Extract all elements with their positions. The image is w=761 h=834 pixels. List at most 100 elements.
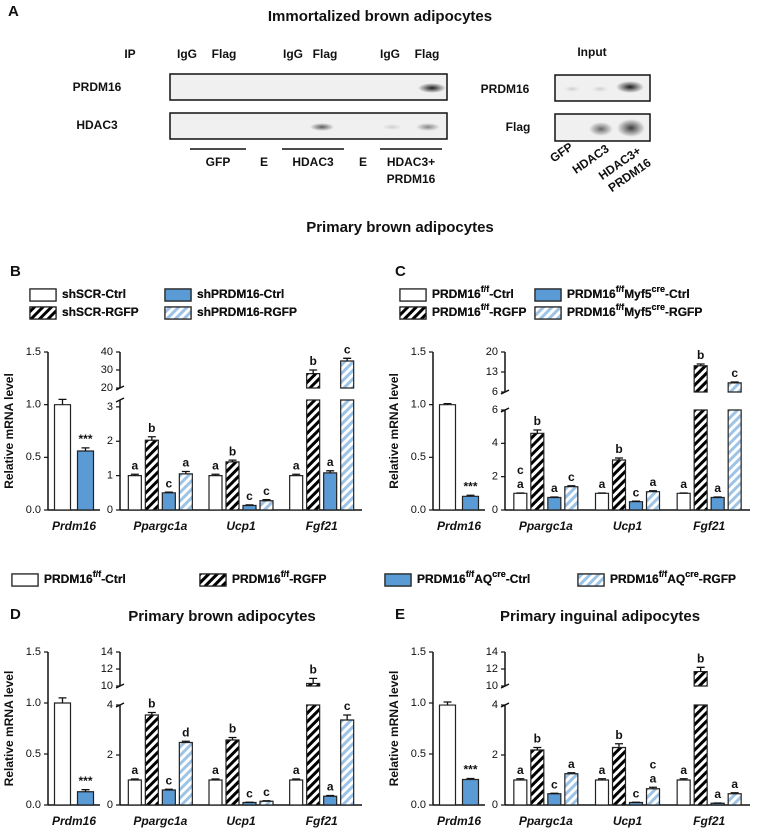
bar [179, 474, 192, 510]
y-tick-label: 1.5 [26, 346, 41, 358]
y-tick-label: 6 [492, 404, 498, 416]
legend-swatch [30, 289, 56, 301]
bar [162, 493, 175, 510]
error-bar [59, 399, 67, 404]
significance-label: c [633, 786, 640, 800]
legend-text: Myf5 [624, 287, 652, 301]
significance-label: a [680, 477, 687, 491]
bar [565, 487, 578, 510]
legend-text: -Ctrl [506, 572, 531, 586]
bar [226, 740, 239, 805]
y-tick-label: 20 [486, 346, 498, 358]
bar [243, 506, 256, 510]
legend-swatch [12, 574, 38, 586]
legend-label: PRDM16f/f-Ctrl [432, 284, 514, 301]
significance-label: b [309, 354, 316, 368]
legend-text: PRDM16 [432, 287, 481, 301]
error-bar [697, 667, 705, 671]
legend-swatch [165, 289, 191, 301]
x-tick-label: Ppargc1a [519, 814, 573, 828]
x-tick-label: Fgf21 [693, 519, 725, 533]
legend-text: cre [652, 302, 666, 312]
legend-text: -RGFP [489, 305, 526, 319]
y-tick-label: 0 [107, 799, 113, 811]
bar [307, 683, 320, 805]
input-lane-label: GFP [547, 140, 575, 166]
row-label: PRDM16 [73, 80, 122, 94]
lane-label: Flag [313, 47, 338, 61]
y-tick-label: 2 [107, 749, 113, 761]
significance-label: a [293, 763, 300, 777]
y-tick-label: 1.0 [411, 399, 426, 411]
bar [514, 780, 527, 805]
legend-swatch [165, 307, 191, 319]
section-title: Primary brown adipocytes [306, 219, 494, 236]
bar [226, 462, 239, 510]
legend-label: PRDM16f/fAQcre-Ctrl [417, 569, 530, 586]
bar [677, 493, 690, 510]
band [416, 123, 440, 131]
significance-label: b [148, 697, 155, 711]
legend-text: PRDM16 [432, 305, 481, 319]
y-axis-label: Relative mRNA level [387, 671, 401, 787]
significance-label: a [212, 763, 219, 777]
y-tick-label: 0.0 [26, 504, 41, 516]
bar [596, 780, 609, 805]
legend-text: shSCR-Ctrl [62, 287, 126, 301]
bar [128, 780, 141, 805]
legend-label: PRDM16f/fMyf5cre-Ctrl [567, 284, 690, 301]
significance-label: b [534, 732, 541, 746]
group-label: HDAC3+ [387, 155, 435, 169]
ip-label: IP [124, 47, 135, 61]
y-tick-label: 1.0 [26, 697, 41, 709]
y-tick-label: 12 [101, 663, 113, 675]
legend-text: shPRDM16-Ctrl [197, 287, 284, 301]
y-tick-label: 14 [486, 646, 498, 658]
legend-text: PRDM16 [232, 572, 281, 586]
y-tick-label: 12 [486, 663, 498, 675]
significance-label: c [551, 777, 558, 791]
significance-label: c [263, 785, 270, 799]
significance-label: c [165, 476, 172, 490]
y-tick-label: 1.0 [26, 399, 41, 411]
significance-label: a [517, 477, 524, 491]
band [592, 86, 608, 92]
y-tick-label: 4 [107, 699, 113, 711]
error-bar [714, 497, 722, 498]
legend-swatch [400, 289, 426, 301]
blot-title: Immortalized brown adipocytes [268, 8, 492, 25]
blot-strip [170, 74, 447, 100]
bar [324, 473, 337, 510]
significance-label: a [327, 780, 334, 794]
bar [78, 792, 94, 805]
panel-letter: D [10, 606, 21, 623]
bar [260, 501, 273, 510]
bar [209, 780, 222, 805]
legend-text: -Ctrl [101, 572, 126, 586]
bar [647, 492, 660, 510]
legend-text: PRDM16 [567, 305, 616, 319]
legend-text: shSCR-RGFP [62, 305, 139, 319]
x-tick-label: Ucp1 [226, 814, 256, 828]
significance-label: c [633, 485, 640, 499]
group-label: E [359, 155, 367, 169]
legend-swatch [400, 307, 426, 319]
bar [596, 493, 609, 510]
lane-label: IgG [380, 47, 400, 61]
error-bar [550, 793, 558, 794]
significance-label: b [148, 421, 155, 435]
significance-label: a [731, 777, 738, 791]
bar [677, 780, 690, 805]
error-bar [326, 796, 334, 797]
error-bar [59, 698, 67, 703]
y-tick-label: 0.5 [411, 451, 426, 463]
y-tick-label: 0 [492, 799, 498, 811]
y-tick-label: 2 [492, 471, 498, 483]
bar [694, 672, 707, 805]
y-axis-label: Relative mRNA level [387, 373, 401, 489]
bar [548, 794, 561, 805]
y-tick-label: 4 [492, 699, 498, 711]
input-label: Input [577, 45, 606, 59]
legend-label: PRDM16f/fMyf5cre-RGFP [567, 302, 702, 319]
